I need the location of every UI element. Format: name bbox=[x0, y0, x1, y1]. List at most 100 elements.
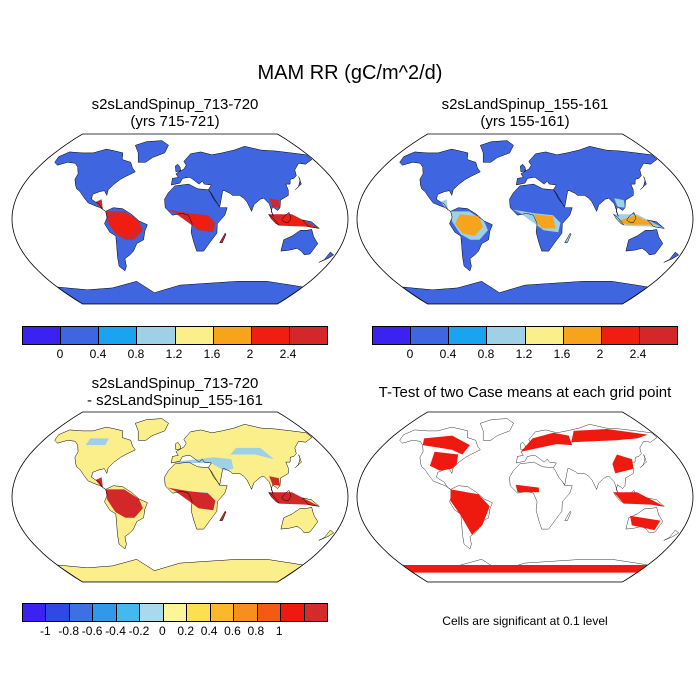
colorbar-panel2-tick-label: 2.4 bbox=[629, 347, 647, 361]
coastline-greenland bbox=[134, 140, 169, 163]
colorbar-panel1-swatch bbox=[137, 327, 176, 344]
colorbar-panel2-swatch bbox=[563, 327, 602, 344]
coastline-north-america bbox=[399, 148, 481, 212]
colorbar-difference-swatch bbox=[304, 604, 328, 621]
coastline-madagascar bbox=[564, 232, 572, 243]
figure-title: MAM RR (gC/m^2/d) bbox=[257, 62, 443, 84]
colorbar-panel2-tick-label: 2 bbox=[596, 347, 604, 361]
land-north-america bbox=[54, 427, 136, 490]
coastline-new-zealand bbox=[318, 529, 335, 541]
map-content bbox=[12, 412, 348, 582]
high-respiration-core bbox=[110, 214, 139, 236]
land-new-zealand bbox=[663, 529, 680, 541]
colorbar-panel2-swatch bbox=[487, 327, 526, 344]
panel3-title-line2: - s2sLandSpinup_155-161 bbox=[87, 392, 263, 409]
high-respiration-region bbox=[269, 198, 280, 208]
land-eurasia bbox=[171, 424, 312, 495]
elevated-respiration-core bbox=[618, 215, 656, 225]
coastline-africa bbox=[509, 183, 573, 252]
colorbar-panel2-swatch bbox=[601, 327, 640, 344]
land-uk bbox=[175, 442, 181, 450]
colorbar-panel2-tick-label: 1.2 bbox=[515, 347, 533, 361]
coastline-australia bbox=[625, 229, 664, 256]
panel2-title: s2sLandSpinup_155-161 (yrs 155-161) bbox=[355, 96, 695, 130]
colorbar-difference-tick-label: -1 bbox=[40, 624, 51, 638]
coastline-south-america bbox=[104, 485, 148, 550]
colorbar-difference-tick-label: -0.4 bbox=[105, 624, 126, 638]
positive-difference-region bbox=[105, 489, 143, 518]
colorbar-difference-swatch bbox=[116, 604, 141, 621]
panel4-title: T-Test of two Case means at each grid po… bbox=[355, 384, 695, 401]
colorbar-difference-swatch bbox=[140, 604, 164, 621]
colorbar-difference-tick-label: 1 bbox=[275, 624, 283, 638]
colorbar-difference-swatch bbox=[163, 604, 188, 621]
panel1-title-line1: s2sLandSpinup_713-720 bbox=[91, 96, 259, 113]
coastline-greenland bbox=[479, 140, 514, 163]
coastline-uk bbox=[175, 163, 182, 173]
significant-cells-region bbox=[613, 492, 665, 507]
panel2-title-line1: s2sLandSpinup_155-161 bbox=[441, 96, 609, 113]
colorbar-panel2-swatch bbox=[525, 327, 564, 344]
map-border bbox=[11, 411, 349, 583]
map-content bbox=[357, 134, 693, 304]
land-uk bbox=[175, 164, 181, 172]
map-content bbox=[357, 412, 693, 582]
coastline-south-america bbox=[449, 207, 493, 272]
coastline-south-america bbox=[104, 207, 148, 272]
panel1-title-line2: (yrs 715-721) bbox=[130, 113, 220, 130]
map-border bbox=[11, 133, 349, 305]
coastline-greenland bbox=[134, 418, 169, 441]
colorbar-panel2-swatch bbox=[639, 327, 677, 344]
colorbar-panel2-tick-label: 1.6 bbox=[553, 347, 571, 361]
elevated-respiration-core bbox=[534, 214, 556, 229]
coastline-borneo bbox=[281, 211, 292, 224]
colorbar-difference-tick-label: -0.6 bbox=[81, 624, 103, 638]
colorbar-difference-swatch bbox=[69, 604, 94, 621]
coastline-africa bbox=[164, 461, 228, 530]
colorbar-difference-tick-label: 0.4 bbox=[200, 624, 218, 638]
colorbar-difference-swatch bbox=[234, 604, 258, 621]
negative-difference-region bbox=[85, 438, 109, 446]
colorbar-difference-tick-label: -0.2 bbox=[128, 624, 150, 638]
colorbar-panel2-swatch bbox=[373, 327, 412, 344]
coastline-new-guinea bbox=[301, 219, 321, 229]
colorbar-difference-swatch bbox=[23, 604, 47, 621]
moderate-respiration-region bbox=[614, 198, 625, 208]
map-content bbox=[12, 134, 348, 304]
colorbar-difference-tick-label: 0.8 bbox=[247, 624, 265, 638]
panel3-title-line1: s2sLandSpinup_713-720 bbox=[91, 375, 259, 392]
coastline-new-guinea bbox=[646, 219, 666, 229]
colorbar-panel1-swatch bbox=[251, 327, 290, 344]
significant-cells-region bbox=[571, 429, 648, 443]
colorbar-difference-tick-label: 0.6 bbox=[224, 624, 241, 638]
significant-cells-region bbox=[429, 451, 459, 471]
positive-difference-region bbox=[95, 477, 106, 490]
map-border bbox=[356, 133, 694, 305]
coastline-uk bbox=[175, 441, 182, 451]
coastline-australia bbox=[280, 229, 319, 256]
map-border bbox=[356, 411, 694, 583]
high-respiration-core bbox=[189, 214, 211, 229]
land-australia bbox=[625, 229, 663, 255]
land-greenland bbox=[135, 418, 169, 441]
colorbar-panel2-tick-label: 0.8 bbox=[477, 347, 495, 361]
map-panel-difference bbox=[11, 411, 349, 583]
colorbar-difference-swatch bbox=[46, 604, 70, 621]
colorbar-panel2-labels: 0 0.4 0.8 1.2 1.6 2 2.4 bbox=[372, 347, 676, 363]
coastline-borneo bbox=[626, 211, 637, 224]
map-panel-713-720 bbox=[11, 133, 349, 305]
colorbar-panel1-tick-label: 1.2 bbox=[165, 347, 183, 361]
significant-cells-region bbox=[612, 454, 634, 474]
coastline-japan bbox=[295, 454, 302, 468]
coastline-north-america bbox=[54, 148, 136, 212]
colorbar-panel2-tick-label: 0 bbox=[406, 347, 414, 361]
significant-cells-region bbox=[422, 435, 470, 455]
colorbar-panel1-swatch bbox=[175, 327, 214, 344]
land-north-america bbox=[399, 149, 481, 212]
coastline-australia bbox=[280, 507, 319, 534]
coastline-madagascar bbox=[219, 232, 227, 243]
map-panel-ttest bbox=[356, 411, 694, 583]
coastline-new-guinea bbox=[301, 497, 321, 507]
coastline-borneo bbox=[281, 489, 292, 502]
coastline-eurasia bbox=[170, 146, 313, 217]
